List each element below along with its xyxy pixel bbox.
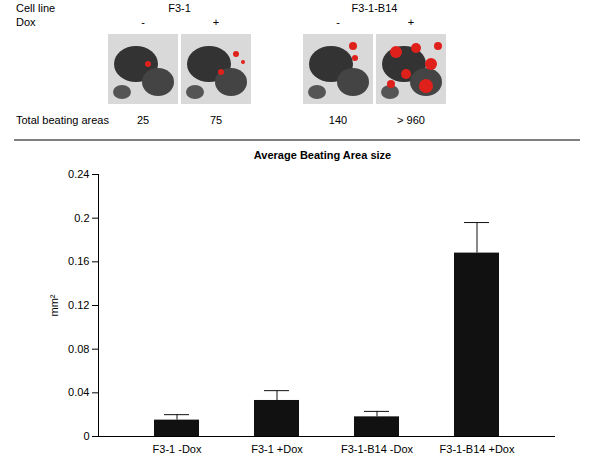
svg-text:0.24: 0.24: [68, 168, 89, 180]
svg-text:0.16: 0.16: [68, 255, 89, 267]
svg-text:Dox: Dox: [16, 16, 36, 28]
svg-text:F3-1 +Dox: F3-1 +Dox: [251, 443, 303, 455]
svg-text:-: -: [336, 16, 340, 28]
svg-text:+: +: [213, 16, 219, 28]
svg-text:+: +: [408, 16, 414, 28]
svg-text:> 960: > 960: [397, 114, 425, 126]
svg-text:F3-1 -Dox: F3-1 -Dox: [153, 443, 202, 455]
svg-text:0.08: 0.08: [68, 343, 89, 355]
svg-text:Cell line: Cell line: [16, 2, 55, 14]
html-text:Average Beating Area size: Average Beating Area size: [253, 149, 392, 161]
svg-text:F3-1-B14 -Dox: F3-1-B14 -Dox: [341, 443, 414, 455]
svg-text:Total beating areas: Total beating areas: [16, 114, 109, 126]
svg-text:F3-1: F3-1: [168, 2, 191, 14]
svg-text:0.12: 0.12: [68, 299, 89, 311]
svg-text:F3-1-B14: F3-1-B14: [352, 2, 398, 14]
svg-text:140: 140: [329, 114, 347, 126]
svg-text:25: 25: [137, 114, 149, 126]
svg-text:F3-1-B14 +Dox: F3-1-B14 +Dox: [440, 443, 515, 455]
svg-text:0: 0: [83, 430, 89, 442]
svg-text:75: 75: [210, 114, 222, 126]
svg-text:mm²: mm²: [48, 294, 60, 316]
svg-text:0.2: 0.2: [74, 212, 89, 224]
svg-text:0.04: 0.04: [68, 386, 89, 398]
svg-text:-: -: [141, 16, 145, 28]
